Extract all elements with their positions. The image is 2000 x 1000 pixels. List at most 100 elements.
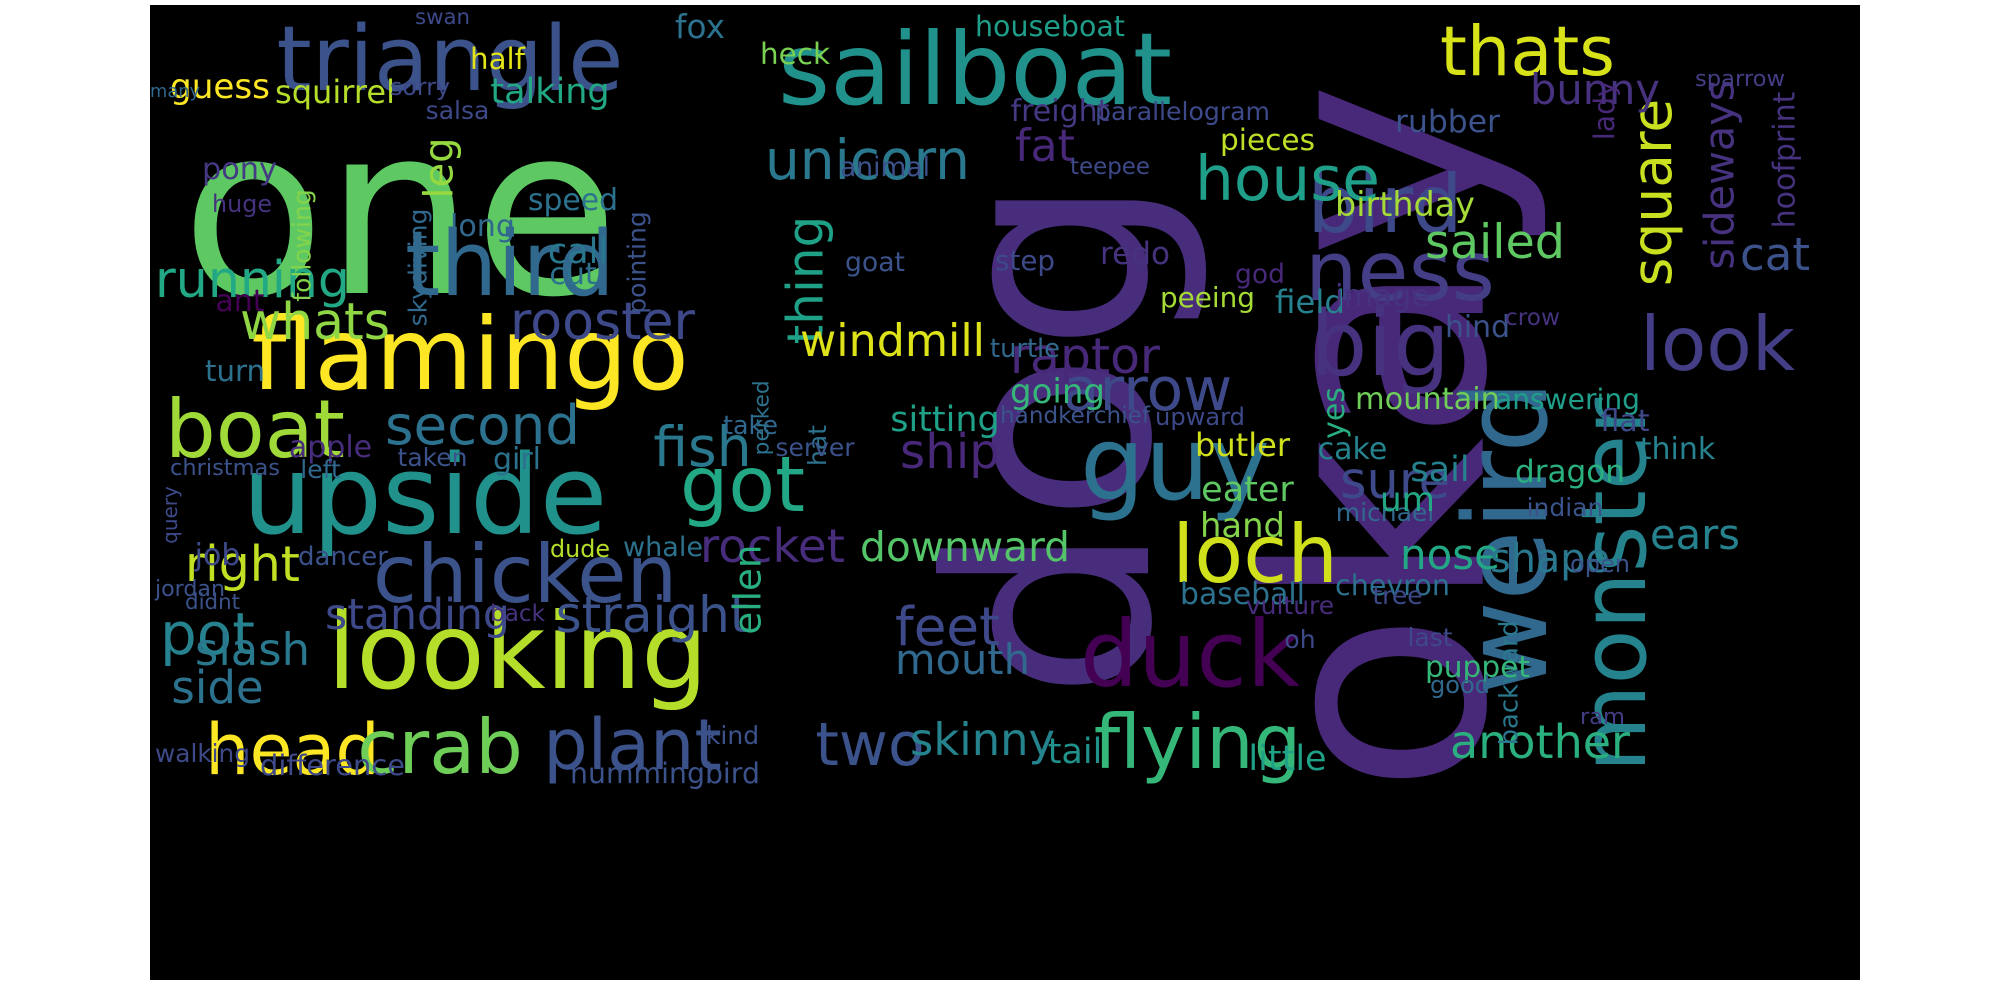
word-baseball: baseball — [1180, 576, 1305, 612]
word-little: little — [1248, 739, 1327, 779]
word-bird: bird — [1307, 158, 1463, 251]
word-head: head — [205, 709, 380, 791]
word-rooster: rooster — [510, 292, 695, 353]
word-goat: goat — [845, 246, 905, 278]
word-pony: pony — [202, 151, 277, 187]
word-going: going — [1010, 372, 1105, 413]
word-dancer: dancer — [298, 541, 388, 572]
word-rocket: rocket — [700, 520, 845, 575]
word-look: look — [1640, 300, 1795, 388]
word-sure: sure — [1340, 452, 1450, 512]
word-fish: fish — [653, 415, 752, 479]
word-half: half — [470, 42, 525, 77]
word-michael: michael — [1335, 498, 1435, 527]
word-rubber: rubber — [1395, 103, 1500, 140]
word-freight: freight — [1010, 94, 1110, 129]
word-hind: hind — [1445, 310, 1510, 346]
word-right: right — [185, 535, 300, 593]
word-sailed: sailed — [1425, 214, 1565, 270]
word-answering: answering — [1495, 383, 1640, 417]
word-salsa: salsa — [425, 96, 490, 125]
word-got: got — [680, 439, 805, 529]
word-sorry: sorry — [390, 72, 450, 101]
word-ram: ram — [1580, 704, 1625, 731]
word-chicken: chicken — [372, 528, 678, 621]
word-kind: kind — [705, 721, 760, 750]
word-flamingo: flamingo — [251, 296, 689, 413]
word-turn: turn — [205, 354, 265, 389]
word-sailboat: sailboat — [777, 11, 1173, 128]
word-open: open — [1570, 550, 1630, 579]
word-parallelogram: parallelogram — [1095, 97, 1270, 127]
word-cloud-canvas: dog okay one sailboat triangle upside flamingo… — [150, 5, 1860, 980]
word-arrow: arrow — [1062, 355, 1233, 425]
word-christmas: christmas — [170, 455, 280, 482]
word-taken: taken — [397, 443, 468, 472]
word-left: left — [300, 455, 341, 484]
word-yes: yes — [1317, 386, 1352, 439]
word-tail: tail — [1047, 732, 1103, 772]
word-houseboat: houseboat — [975, 10, 1125, 44]
word-fat: fat — [1015, 121, 1075, 173]
word-skinny: skinny — [910, 712, 1055, 766]
word-vulture: vulture — [1245, 591, 1335, 620]
word-ness: ness — [1305, 223, 1495, 321]
word-many: many — [150, 81, 200, 102]
word-cake: cake — [1317, 432, 1388, 467]
word-field: field — [1275, 283, 1345, 322]
word-teepee: teepee — [1070, 154, 1150, 181]
word-talking: talking — [490, 72, 610, 112]
word-call: call — [547, 232, 609, 272]
word-downward: downward — [860, 523, 1070, 572]
word-dude: dude — [550, 535, 610, 564]
word-thats: thats — [1440, 12, 1615, 93]
word-animal: animal — [840, 151, 930, 183]
word-god: god — [1235, 258, 1285, 290]
word-jordan: jordan — [155, 576, 225, 603]
word-hummingbird: hummingbird — [570, 757, 760, 791]
word-step: step — [995, 244, 1055, 278]
word-cut: cut — [549, 257, 597, 292]
word-second: second — [385, 392, 580, 457]
word-whale: whale — [623, 531, 703, 563]
word-image: image — [1335, 279, 1430, 315]
word-plant: plant — [543, 704, 722, 786]
word-think: think — [1639, 432, 1716, 467]
word-guy: guy — [1080, 404, 1270, 524]
word-unicorn: unicorn — [765, 127, 970, 192]
word-dragon: dragon — [1515, 453, 1625, 490]
word-ship: ship — [900, 424, 1000, 481]
word-ears: ears — [1650, 510, 1740, 560]
word-upward: upward — [1155, 403, 1245, 432]
word-huge: huge — [212, 190, 272, 219]
word-square: square — [1620, 98, 1684, 287]
word-ellen: ellen — [724, 545, 769, 635]
word-ant: ant — [215, 284, 265, 319]
word-flat: flat — [1600, 404, 1650, 439]
word-one: one — [181, 76, 619, 349]
word-upside: upside — [242, 431, 608, 559]
word-peeing: peeing — [1160, 280, 1255, 314]
word-whats: whats — [240, 292, 390, 352]
word-girl: girl — [492, 442, 542, 477]
word-chevron: chevron — [1335, 568, 1450, 603]
word-take: take — [723, 410, 778, 441]
word-following: following — [287, 188, 317, 302]
word-shape: shape — [1490, 536, 1610, 583]
word-straight: straight — [555, 586, 750, 644]
word-um: um — [1380, 480, 1435, 521]
word-triangle: triangle — [276, 7, 624, 112]
word-slash: slash — [195, 622, 310, 676]
word-hand: hand — [1200, 505, 1285, 545]
word-bunny: bunny — [1530, 65, 1660, 115]
word-third: third — [405, 212, 615, 317]
word-apple: apple — [288, 430, 373, 465]
word-raptor: raptor — [1010, 328, 1160, 386]
word-leg: leg — [417, 136, 463, 199]
word-butler: butler — [1195, 426, 1290, 465]
word-sparrow: sparrow — [1695, 66, 1785, 93]
word-fox: fox — [675, 8, 725, 47]
word-swan: swan — [415, 4, 470, 30]
word-standing: standing — [325, 589, 510, 640]
word-windmill: windmill — [800, 316, 985, 368]
